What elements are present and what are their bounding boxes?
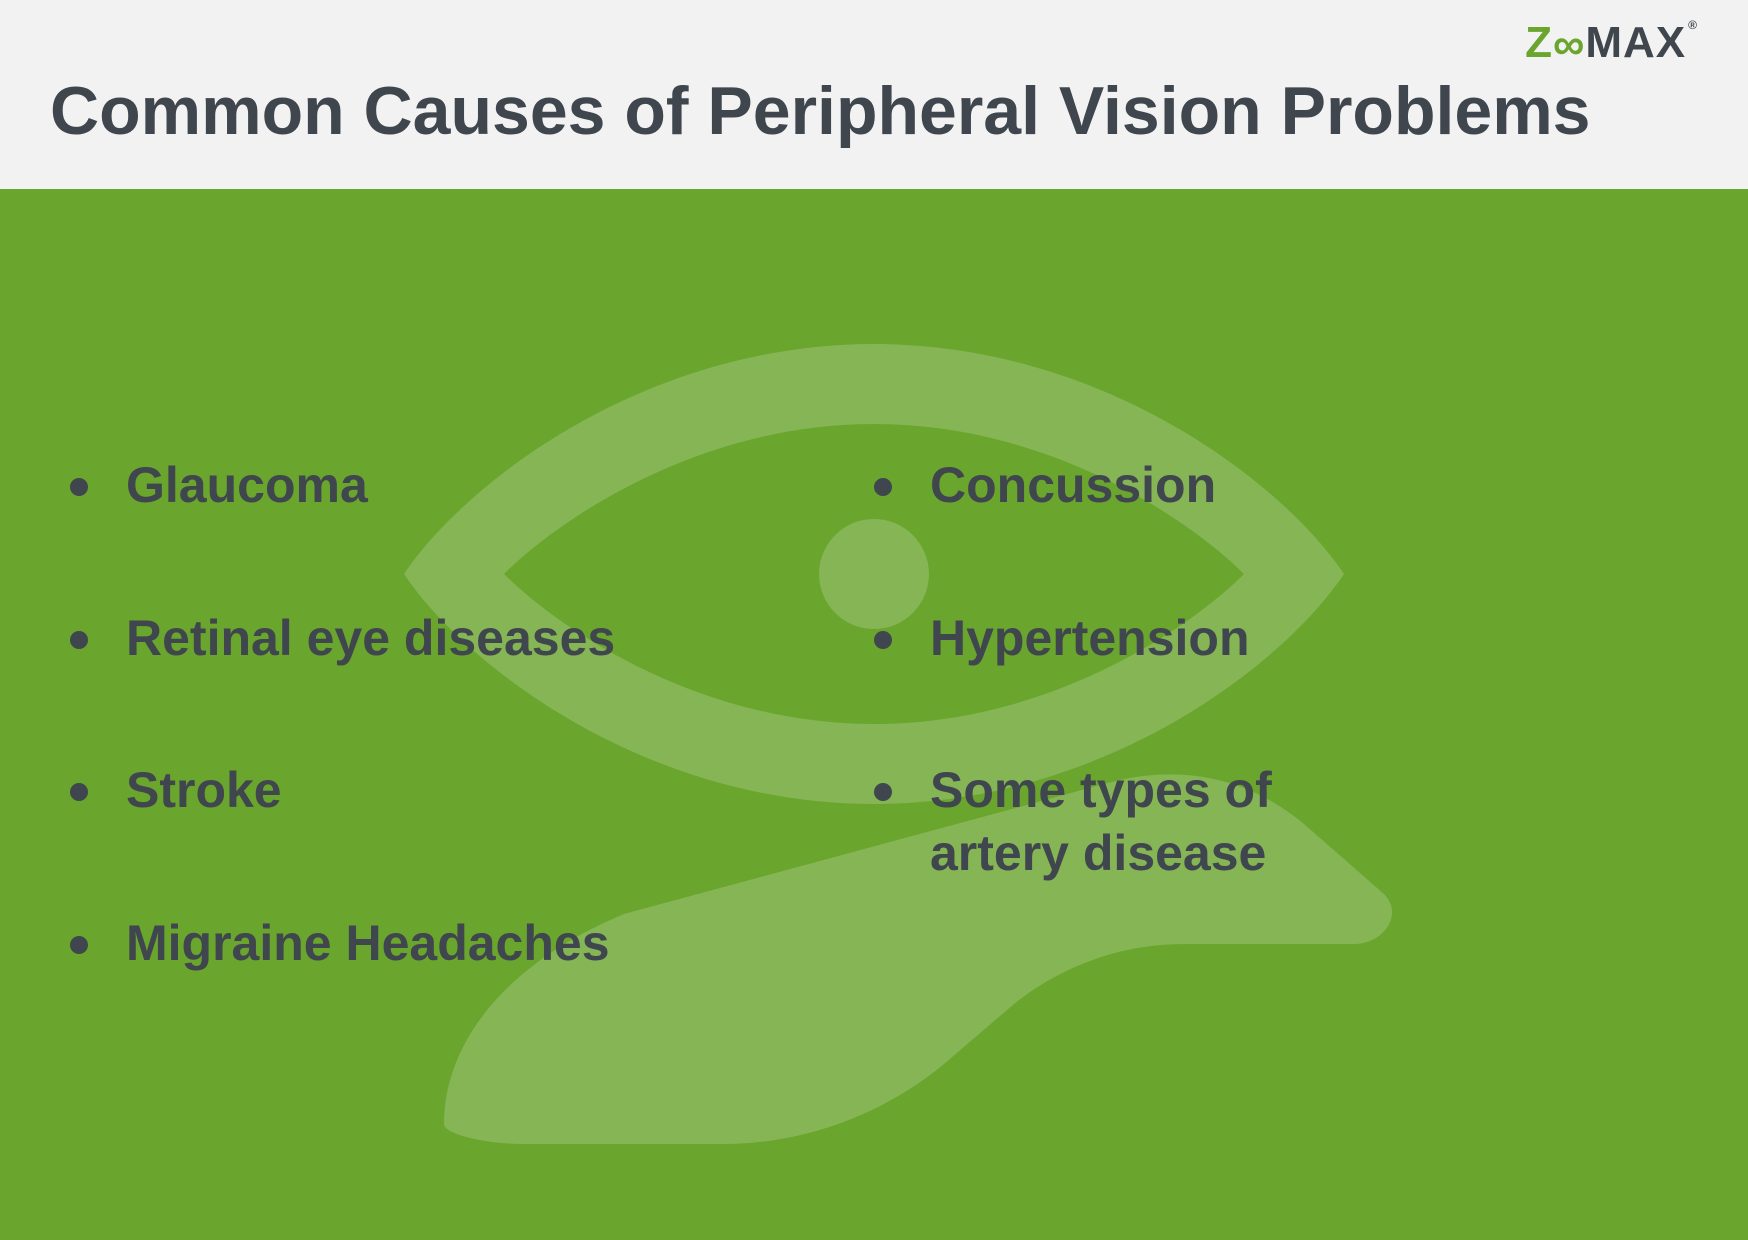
list-item: Retinal eye diseases (70, 607, 874, 670)
logo-registered: ® (1688, 18, 1698, 32)
list-item: Some types ofartery disease (874, 759, 1678, 884)
header-region: Z∞MAX® Common Causes of Peripheral Visio… (0, 0, 1748, 189)
list-item: Stroke (70, 759, 874, 822)
page-title: Common Causes of Peripheral Vision Probl… (50, 74, 1698, 149)
list-item: Migraine Headaches (70, 912, 874, 975)
list-item: Concussion (874, 454, 1678, 517)
logo-prefix: Z (1525, 18, 1553, 68)
content-region: Glaucoma Retinal eye diseases Stroke Mig… (0, 189, 1748, 1240)
brand-logo: Z∞MAX® (1525, 18, 1698, 68)
list-item: Glaucoma (70, 454, 874, 517)
logo-suffix: MAX (1585, 18, 1686, 68)
causes-columns: Glaucoma Retinal eye diseases Stroke Mig… (0, 454, 1748, 974)
causes-list-left: Glaucoma Retinal eye diseases Stroke Mig… (70, 454, 874, 974)
infographic-page: Z∞MAX® Common Causes of Peripheral Visio… (0, 0, 1748, 1240)
causes-column-right: Concussion Hypertension Some types ofart… (874, 454, 1678, 974)
list-item: Hypertension (874, 607, 1678, 670)
causes-list-right: Concussion Hypertension Some types ofart… (874, 454, 1678, 884)
logo-infinity-icon: ∞ (1553, 23, 1585, 67)
causes-column-left: Glaucoma Retinal eye diseases Stroke Mig… (70, 454, 874, 974)
